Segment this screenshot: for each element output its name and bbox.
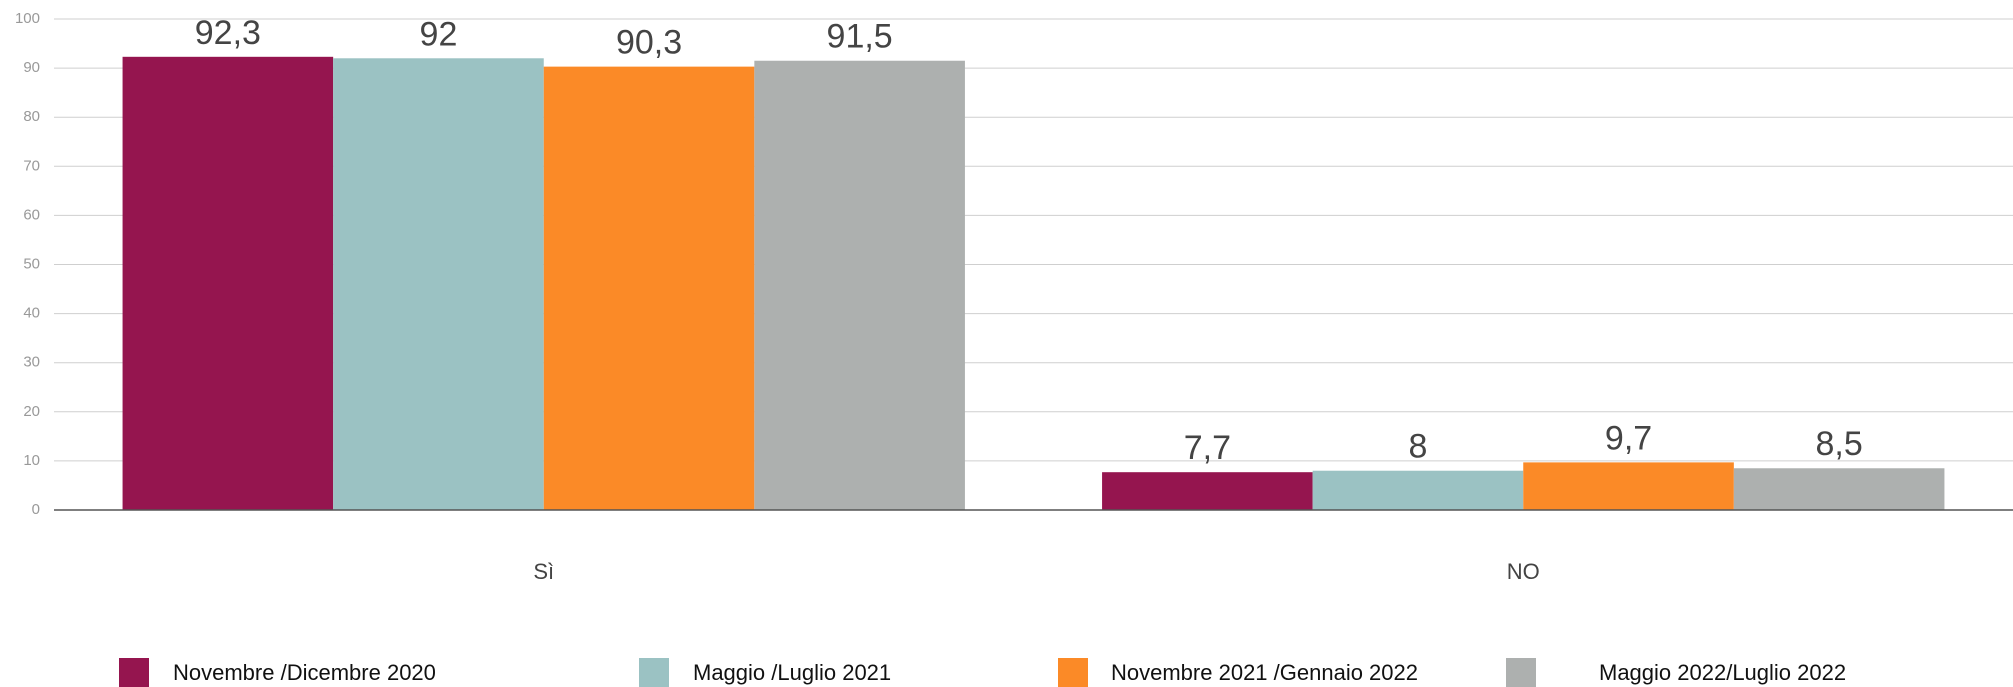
bar: [1523, 462, 1734, 510]
x-tick-label: Sì: [533, 559, 554, 584]
y-tick-label: 50: [23, 255, 40, 272]
data-label: 91,5: [827, 18, 893, 56]
bar: [543, 66, 755, 510]
x-tick-label: NO: [1507, 559, 1540, 584]
data-label: 9,7: [1605, 419, 1652, 457]
legend-swatch: [1058, 658, 1088, 687]
y-tick-label: 100: [15, 10, 40, 27]
data-label: 8: [1408, 428, 1427, 466]
bar: [754, 60, 965, 511]
legend-swatch: [1506, 658, 1536, 687]
legend-label: Novembre /Dicembre 2020: [173, 660, 436, 685]
y-tick-label: 0: [32, 501, 40, 518]
legend-label: Maggio /Luglio 2021: [693, 660, 891, 685]
data-label: 8,5: [1816, 425, 1863, 463]
y-tick-label: 30: [23, 354, 40, 371]
y-tick-label: 80: [23, 108, 40, 125]
legend-label: Novembre 2021 /Gennaio 2022: [1111, 660, 1418, 685]
legend-swatch: [639, 658, 669, 687]
data-label: 92,3: [195, 14, 261, 52]
legend-label: Maggio 2022/Luglio 2022: [1599, 660, 1846, 685]
bar: [1733, 468, 1945, 510]
y-tick-label: 70: [23, 157, 40, 174]
legend-swatch: [119, 658, 149, 687]
y-tick-label: 60: [23, 206, 40, 223]
bar: [333, 58, 544, 510]
y-tick-label: 20: [23, 403, 40, 420]
data-label: 92: [420, 15, 458, 53]
bar: [1102, 472, 1313, 510]
bar: [1312, 470, 1524, 510]
data-label: 90,3: [616, 24, 682, 62]
bar: [122, 56, 334, 510]
y-tick-label: 90: [23, 59, 40, 76]
y-tick-label: 40: [23, 305, 40, 322]
y-tick-label: 10: [23, 452, 40, 469]
data-label: 7,7: [1184, 429, 1231, 467]
